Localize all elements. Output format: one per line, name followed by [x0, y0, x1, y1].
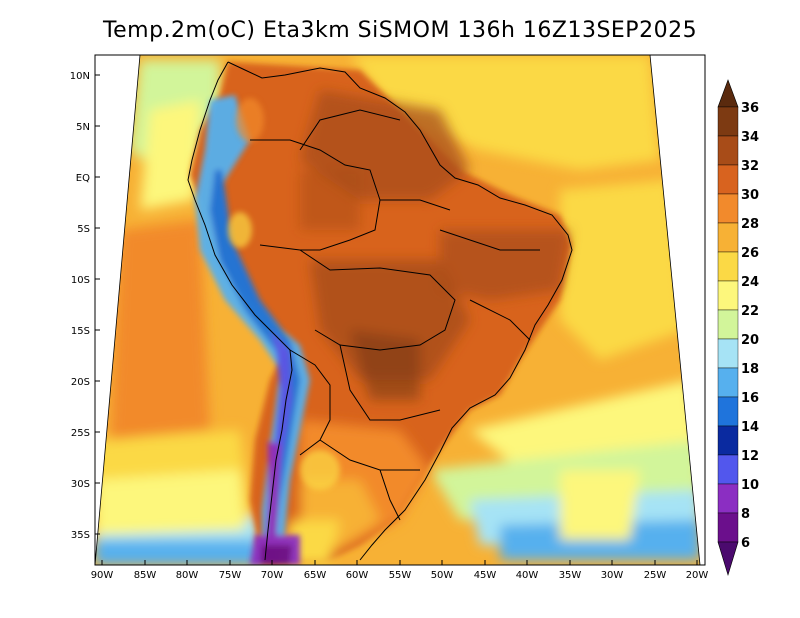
colorbar-label: 18: [741, 362, 759, 377]
lon-label: 50W: [431, 570, 454, 581]
lat-label: EQ: [76, 173, 90, 184]
colorbar-label: 28: [741, 217, 759, 232]
colorbar: 36 34 32 30 28 26 24 22 20 18 16 14 12 1…: [717, 79, 759, 577]
colorbar-segment: [717, 222, 739, 253]
lon-label: 90W: [91, 570, 114, 581]
colorbar-segment: [717, 280, 739, 311]
colorbar-segment: [717, 454, 739, 485]
colorbar-label: 14: [741, 420, 759, 435]
colorbar-label: 36: [741, 101, 759, 116]
colorbar-label: 22: [741, 304, 759, 319]
colorbar-label: 8: [741, 507, 750, 522]
lat-label: 5S: [77, 224, 90, 235]
colorbar-label: 16: [741, 391, 759, 406]
lat-label: 35S: [71, 530, 90, 541]
map-title: Temp.2m(oC) Eta3km SiSMOM 136h 16Z13SEP2…: [102, 18, 698, 43]
lon-label: 75W: [219, 570, 242, 581]
colorbar-bottom-arrow: [717, 541, 739, 577]
colorbar-label: 6: [741, 536, 750, 551]
country-borders: [187, 61, 573, 561]
lon-label: 35W: [559, 570, 582, 581]
temperature-field: [95, 55, 700, 565]
colorbar-segment: [717, 396, 739, 427]
colorbar-label: 10: [741, 478, 759, 493]
lat-label: 20S: [71, 377, 90, 388]
lon-label: 70W: [261, 570, 284, 581]
colorbar-label: 34: [741, 130, 759, 145]
lon-label: 80W: [176, 570, 199, 581]
colorbar-label: 24: [741, 275, 759, 290]
lon-label: 20W: [686, 570, 709, 581]
colorbar-top-arrow: [717, 79, 739, 108]
colorbar-label: 26: [741, 246, 759, 261]
lat-label: 5N: [76, 122, 90, 133]
colorbar-label: 30: [741, 188, 759, 203]
colorbar-label: 12: [741, 449, 759, 464]
lat-axis: 10N 5N EQ 5S 10S 15S 20S 25S 30S 35S: [70, 71, 100, 541]
lon-label: 65W: [304, 570, 327, 581]
colorbar-segment: [717, 135, 739, 166]
colorbar-label: 20: [741, 333, 759, 348]
lon-label: 30W: [601, 570, 624, 581]
lat-label: 10N: [70, 71, 90, 82]
lat-label: 10S: [71, 275, 90, 286]
colorbar-segment: [717, 251, 739, 282]
lon-label: 55W: [389, 570, 412, 581]
colorbar-segment: [717, 309, 739, 340]
lon-label: 60W: [346, 570, 369, 581]
colorbar-segment: [717, 164, 739, 195]
colorbar-segment: [717, 512, 739, 543]
lon-axis: 90W 85W 80W 75W 70W 65W 60W 55W 50W 45W …: [91, 560, 709, 581]
colorbar-label: 32: [741, 159, 759, 174]
lon-label: 45W: [474, 570, 497, 581]
colorbar-segment: [717, 106, 739, 137]
colorbar-segment: [717, 483, 739, 514]
lon-label: 25W: [644, 570, 667, 581]
colorbar-segment: [717, 425, 739, 456]
lat-label: 25S: [71, 428, 90, 439]
colorbar-segment: [717, 193, 739, 224]
lon-label: 85W: [134, 570, 157, 581]
lat-label: 15S: [71, 326, 90, 337]
lon-label: 40W: [516, 570, 539, 581]
colorbar-segment: [717, 338, 739, 369]
lat-label: 30S: [71, 479, 90, 490]
colorbar-segment: [717, 367, 739, 398]
